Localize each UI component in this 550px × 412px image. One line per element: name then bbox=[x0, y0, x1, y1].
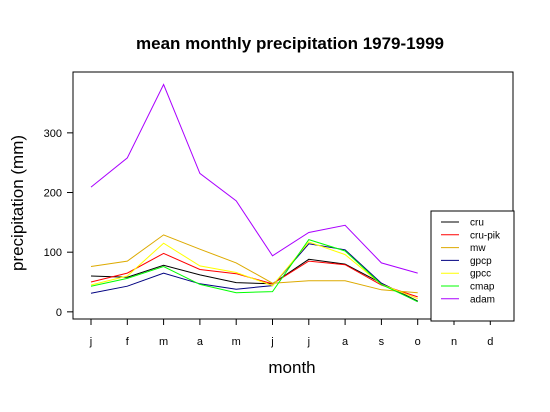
legend-label: gpcc bbox=[470, 269, 491, 280]
series-line-cmap bbox=[90, 239, 418, 303]
legend-label: adam bbox=[470, 294, 495, 305]
x-tick-label: m bbox=[232, 336, 241, 348]
x-tick-label: j bbox=[307, 336, 310, 348]
series-line-mw bbox=[90, 234, 418, 294]
y-tick-label: 200 bbox=[44, 188, 62, 200]
x-tick-label: o bbox=[415, 336, 421, 348]
series-lines bbox=[90, 83, 418, 303]
y-axis: 0 100 200 300 bbox=[44, 128, 74, 319]
x-axis-label: month bbox=[268, 358, 315, 377]
x-tick-label: n bbox=[451, 336, 457, 348]
chart-title: mean monthly precipitation 1979-1999 bbox=[136, 34, 444, 53]
x-tick-label: a bbox=[342, 336, 349, 348]
series-line-gpcc bbox=[90, 241, 418, 300]
series-line-gpcp bbox=[90, 243, 418, 303]
y-tick-label: 300 bbox=[44, 128, 62, 140]
legend-label: mw bbox=[470, 243, 486, 254]
series-line-cru bbox=[90, 258, 418, 302]
legend-label: cru bbox=[470, 218, 484, 229]
x-tick-label: a bbox=[197, 336, 204, 348]
x-tick-label: d bbox=[487, 336, 493, 348]
legend-label: gpcp bbox=[470, 256, 492, 267]
legend-label: cru-pik bbox=[470, 230, 501, 241]
series-line-adam bbox=[90, 83, 418, 274]
legend-box bbox=[430, 210, 515, 322]
y-tick-label: 0 bbox=[56, 307, 62, 319]
x-tick-label: m bbox=[159, 336, 168, 348]
series-line-cru-pik bbox=[90, 252, 418, 298]
legend-label: cmap bbox=[470, 282, 495, 293]
y-axis-label: precipitation (mm) bbox=[8, 135, 27, 271]
x-tick-label: f bbox=[126, 336, 130, 348]
y-tick-label: 100 bbox=[44, 247, 62, 259]
x-tick-label: j bbox=[89, 336, 92, 348]
x-tick-label: s bbox=[379, 336, 385, 348]
x-tick-label: j bbox=[270, 336, 273, 348]
